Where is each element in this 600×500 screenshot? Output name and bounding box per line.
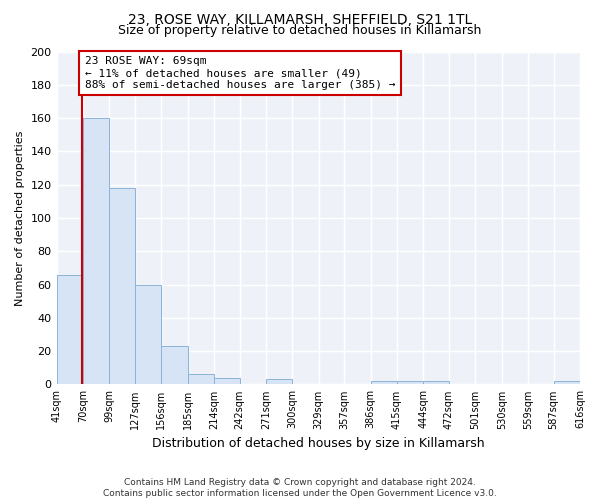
Bar: [266, 380, 292, 384]
Bar: [161, 346, 188, 385]
Bar: [83, 118, 109, 384]
Bar: [135, 284, 161, 384]
Text: 23, ROSE WAY, KILLAMARSH, SHEFFIELD, S21 1TL: 23, ROSE WAY, KILLAMARSH, SHEFFIELD, S21…: [128, 12, 472, 26]
Text: 23 ROSE WAY: 69sqm
← 11% of detached houses are smaller (49)
88% of semi-detache: 23 ROSE WAY: 69sqm ← 11% of detached hou…: [85, 56, 395, 90]
X-axis label: Distribution of detached houses by size in Killamarsh: Distribution of detached houses by size …: [152, 437, 485, 450]
Bar: [397, 381, 424, 384]
Bar: [214, 378, 239, 384]
Bar: [554, 381, 580, 384]
Y-axis label: Number of detached properties: Number of detached properties: [15, 130, 25, 306]
Text: Contains HM Land Registry data © Crown copyright and database right 2024.
Contai: Contains HM Land Registry data © Crown c…: [103, 478, 497, 498]
Bar: [371, 381, 397, 384]
Bar: [188, 374, 214, 384]
Text: Size of property relative to detached houses in Killamarsh: Size of property relative to detached ho…: [118, 24, 482, 37]
Bar: [56, 274, 83, 384]
Bar: [424, 381, 449, 384]
Bar: [109, 188, 135, 384]
